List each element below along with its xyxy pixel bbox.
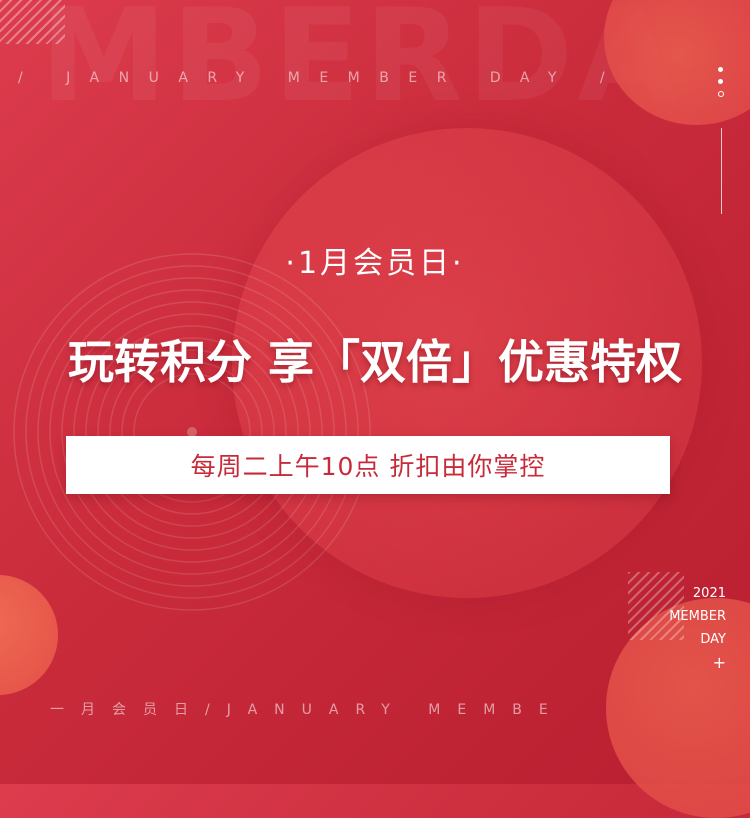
vertical-divider-line xyxy=(721,128,722,214)
plus-icon: + xyxy=(712,653,726,672)
promo-banner: 每周二上午10点 折扣由你掌控 xyxy=(66,436,670,494)
decor-circle-center xyxy=(232,128,702,598)
hatch-pattern-top-left xyxy=(0,0,65,44)
bottom-decor-text: 一月会员日/JANUARY MEMBE xyxy=(50,702,565,718)
subtitle-member-day: ·1月会员日· xyxy=(285,246,465,281)
background-watermark-text: MBERDA xyxy=(40,0,681,131)
concentric-rings-decor xyxy=(13,253,371,611)
dot-filled-1 xyxy=(718,67,723,72)
side-label-year: 2021 xyxy=(692,586,726,601)
member-day-side-label: 2021 MEMBER DAY + xyxy=(640,582,726,674)
side-label-day: DAY xyxy=(700,632,726,647)
dot-hollow xyxy=(718,91,724,97)
side-label-member: MEMBER xyxy=(669,609,726,624)
promo-banner-text: 每周二上午10点 折扣由你掌控 xyxy=(190,452,546,481)
top-decor-text: / JANUARY MEMBER DAY / xyxy=(18,70,625,86)
dot-indicator xyxy=(718,67,726,104)
hatch-pattern-bottom-right xyxy=(628,572,684,640)
headline-title: 玩转积分 享「双倍」优惠特权 xyxy=(67,335,682,389)
dot-filled-2 xyxy=(718,79,723,84)
